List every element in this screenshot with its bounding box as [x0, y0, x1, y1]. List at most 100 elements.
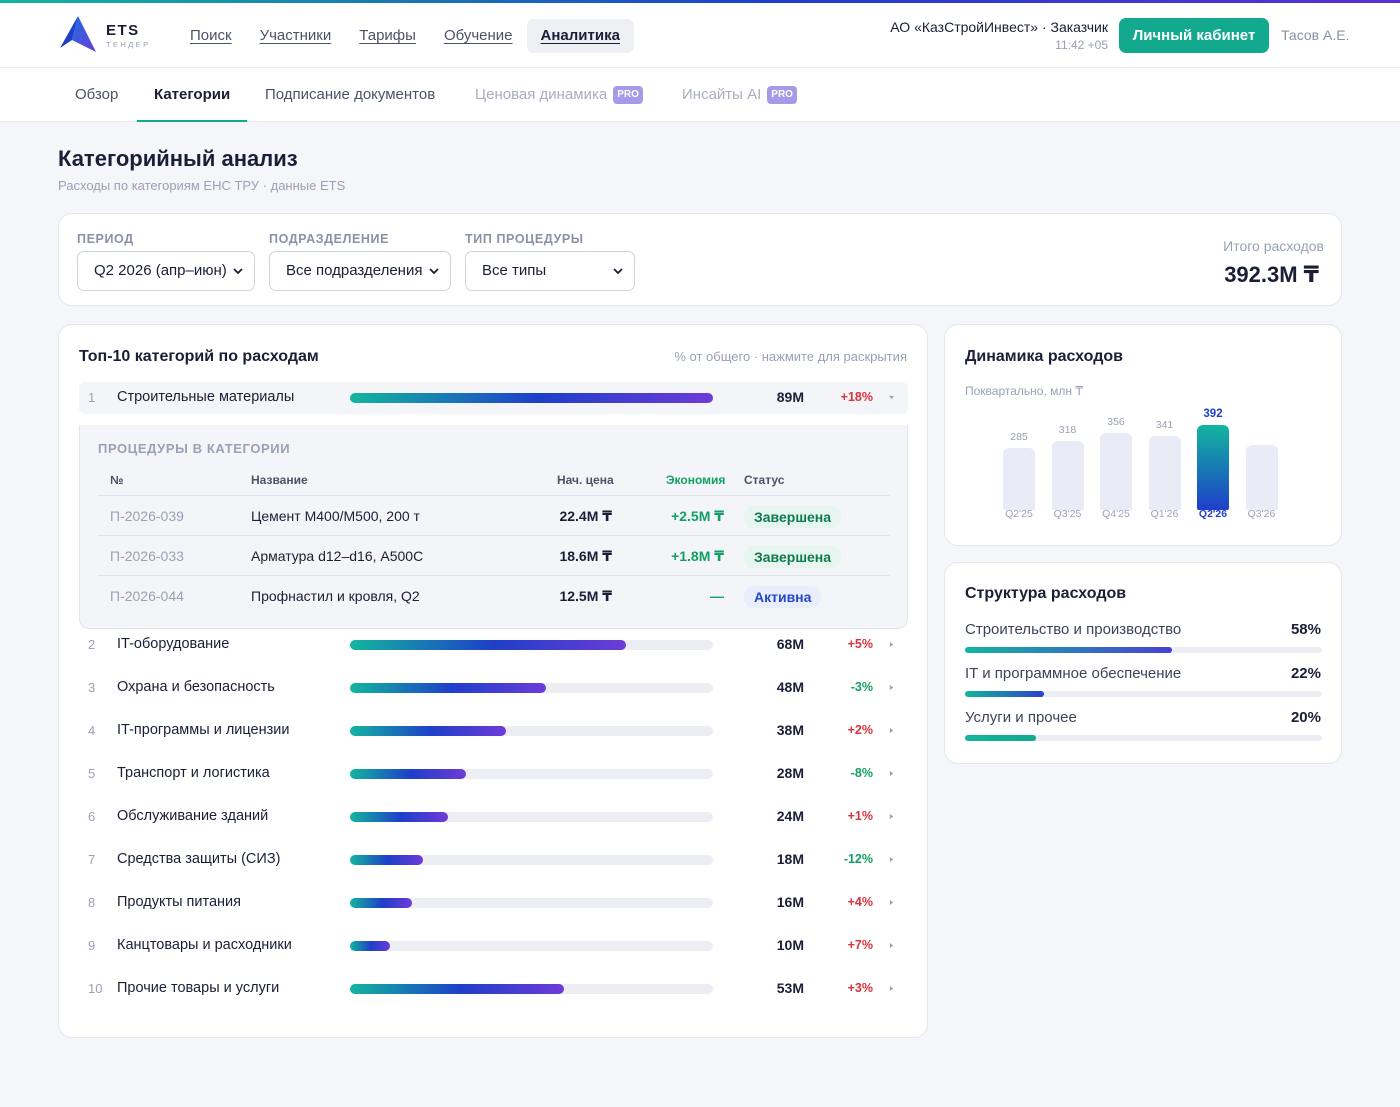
tab-categories[interactable]: Категории	[137, 68, 248, 122]
nav-tariffs[interactable]: Тарифы	[359, 27, 416, 44]
period-select[interactable]: Q2 2026 (апр–июн)	[77, 251, 255, 291]
category-change: +2%	[847, 723, 873, 737]
category-change: +1%	[847, 809, 873, 823]
quarter-bar[interactable]	[1197, 425, 1229, 510]
category-share-fill	[350, 640, 626, 650]
category-value: 48М	[776, 679, 804, 695]
category-row[interactable]: 10 Прочие товары и услуги 53М +3%	[79, 973, 908, 1005]
quarter-bar[interactable]	[1003, 448, 1035, 510]
quarter-bar[interactable]	[1100, 432, 1132, 510]
period-label: ПЕРИОД	[77, 232, 134, 246]
caret-right-icon	[889, 685, 894, 690]
department-select[interactable]: Все подразделения	[269, 251, 451, 291]
category-change: +4%	[847, 895, 873, 909]
category-row[interactable]: 4 IT-программы и лицензии 38М +2%	[79, 715, 908, 747]
category-row[interactable]: 8 Продукты питания 16М +4%	[79, 887, 908, 919]
page-title: Категорийный анализ	[58, 146, 298, 171]
category-rank: 4	[88, 723, 96, 738]
top10-hint: % от общего · нажмите для раскрытия	[674, 349, 907, 364]
type-value: Все типы	[482, 262, 547, 279]
category-value: 53М	[776, 980, 804, 996]
quarter-bar[interactable]	[1245, 445, 1278, 510]
personal-cabinet-button[interactable]: Личный кабинет	[1119, 18, 1269, 53]
col-number: №	[110, 473, 124, 487]
category-row[interactable]: 1 Строительные материалы 89М +18%	[79, 382, 908, 414]
org-info: АО «КазСтройИнвест» · Заказчик 11:42 +05	[890, 19, 1108, 52]
category-name: Транспорт и логистика	[117, 765, 270, 781]
nav-participants[interactable]: Участники	[259, 27, 332, 44]
nav-analytics[interactable]: Аналитика	[526, 19, 634, 53]
category-row[interactable]: 9 Канцтовары и расходники 10М +7%	[79, 930, 908, 962]
brand-tagline: ТЕНДЕР	[106, 40, 151, 49]
department-label: ПОДРАЗДЕЛЕНИЕ	[269, 232, 390, 246]
tab-overview[interactable]: Обзор	[75, 86, 119, 103]
category-name: Средства защиты (СИЗ)	[117, 851, 281, 867]
structure-track	[965, 691, 1322, 697]
category-name: Охрана и безопасность	[117, 679, 275, 695]
caret-right-icon	[889, 943, 894, 948]
quarter-axis-label: Q4'25	[1102, 508, 1130, 520]
procedure-id: П-2026-033	[110, 548, 184, 564]
quarter-value-label: 356	[1107, 415, 1125, 428]
category-share-fill	[350, 769, 467, 779]
nav-learning[interactable]: Обучение	[443, 27, 513, 44]
category-value: 24М	[776, 808, 804, 824]
type-label: ТИП ПРОЦЕДУРЫ	[465, 232, 584, 246]
nav-search[interactable]: Поиск	[190, 27, 232, 44]
procedure-id: П-2026-039	[110, 508, 184, 524]
user-name[interactable]: Тасов А.Е.	[1281, 27, 1350, 43]
category-row[interactable]: 3 Охрана и безопасность 48М -3%	[79, 672, 908, 704]
structure-percent: 20%	[1290, 709, 1321, 726]
total-label: Итого расходов	[1223, 238, 1324, 254]
tab-ai-insights-label: Инсайты AI	[682, 86, 762, 103]
tab-price-dynamics[interactable]: Ценовая динамика PRO	[475, 68, 643, 122]
org-name: АО «КазСтройИнвест» · Заказчик	[890, 19, 1108, 35]
structure-percent: 22%	[1290, 665, 1321, 682]
quarter-bar[interactable]	[1148, 436, 1181, 510]
category-change: +3%	[847, 981, 873, 995]
procedure-price: 18.6М ₸	[559, 548, 612, 564]
tab-ai-insights[interactable]: Инсайты AI PRO	[682, 68, 797, 122]
category-row[interactable]: 2 IT-оборудование 68М +5%	[79, 629, 908, 661]
category-value: 68М	[776, 636, 804, 652]
structure-title: Структура расходов	[965, 585, 1127, 602]
structure-label: Строительство и производство	[965, 621, 1182, 638]
category-row[interactable]: 5 Транспорт и логистика 28М -8%	[79, 758, 908, 790]
col-status: Статус	[744, 473, 785, 487]
quarter-axis-label: Q3'25	[1053, 508, 1082, 520]
status-badge: Завершена	[744, 546, 842, 568]
procedure-row[interactable]: П-2026-039 Цемент М400/М500, 200 т 22.4М ₸…	[98, 495, 890, 535]
app-header: ETS ТЕНДЕР Поиск Участники Тарифы Обучен…	[0, 3, 1400, 68]
top10-card: Топ-10 категорий по расходам % от общего…	[58, 324, 928, 1038]
category-share-track	[350, 683, 713, 693]
caret-right-icon	[889, 771, 894, 776]
procedure-row[interactable]: П-2026-044 Профнастил и кровля, Q2 12.5М ₸…	[98, 575, 890, 615]
brand-logo[interactable]: ETS ТЕНДЕР	[58, 16, 154, 56]
caret-right-icon	[889, 642, 894, 647]
procedure-row[interactable]: П-2026-033 Арматура d12–d16, А500С 18.6М ₸…	[98, 535, 890, 575]
tab-signing[interactable]: Подписание документов	[265, 86, 436, 103]
quarter-value-label: 318	[1058, 424, 1077, 437]
type-select[interactable]: Все типы	[465, 251, 635, 291]
category-share-track	[350, 898, 713, 908]
structure-card: Структура расходов Строительство и произ…	[944, 562, 1342, 764]
col-start-price: Нач. цена	[557, 473, 614, 487]
procedure-id: П-2026-044	[110, 588, 184, 604]
category-value: 28М	[776, 765, 804, 781]
quarter-axis-label: Q1'26	[1150, 508, 1179, 520]
procedures-title: ПРОЦЕДУРЫ В КАТЕГОРИИ	[98, 441, 291, 456]
category-change: +7%	[847, 938, 873, 952]
main-nav: Поиск Участники Тарифы Обучение Аналитик…	[176, 19, 634, 53]
category-share-fill	[350, 683, 547, 693]
category-name: Продукты питания	[117, 894, 241, 910]
category-row[interactable]: 7 Средства защиты (СИЗ) 18М -12%	[79, 844, 908, 876]
quarter-axis-label: Q2'25	[1005, 508, 1033, 520]
tab-price-dynamics-label: Ценовая динамика	[475, 86, 608, 103]
category-rank: 2	[88, 637, 96, 652]
caret-down-icon	[889, 395, 894, 400]
category-row[interactable]: 6 Обслуживание зданий 24М +1%	[79, 801, 908, 833]
quarter-value-label: 285	[1010, 431, 1028, 444]
caret-right-icon	[889, 728, 894, 733]
structure-percent: 58%	[1290, 621, 1321, 638]
quarter-bar[interactable]	[1051, 441, 1084, 510]
